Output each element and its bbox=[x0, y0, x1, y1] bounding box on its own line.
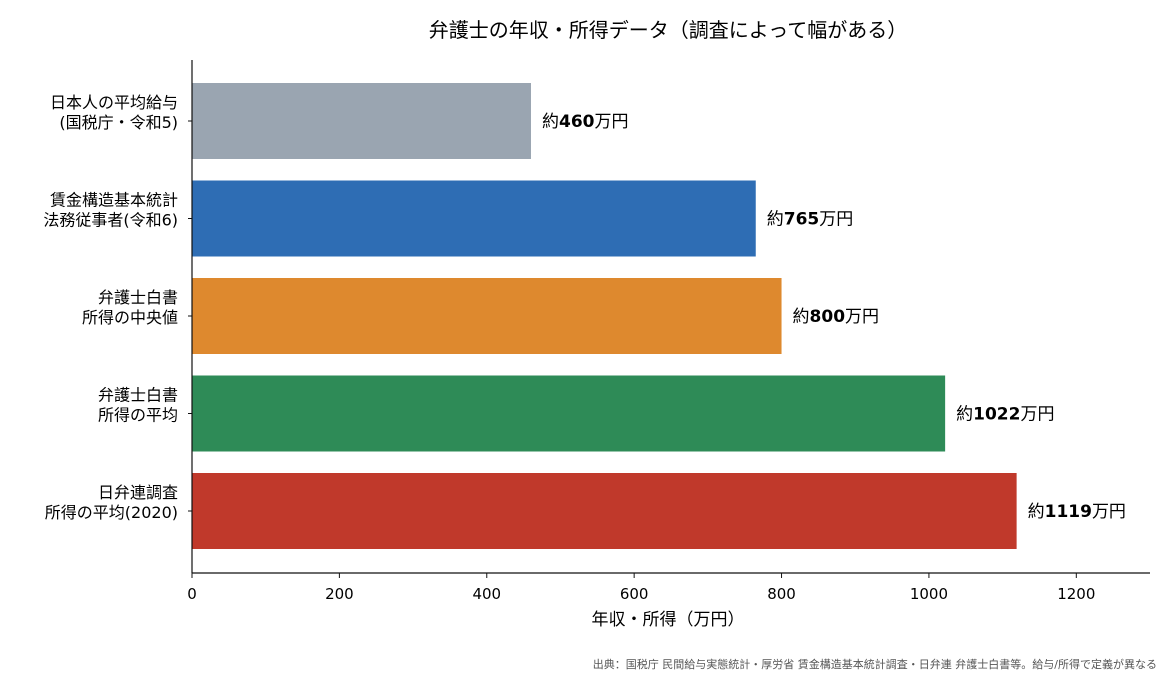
source-footnote: 出典：国税庁 民間給与実態統計・厚労省 賃金構造基本統計調査・日弁連 弁護士白書… bbox=[593, 657, 1157, 671]
category-label: 弁護士白書所得の平均 bbox=[98, 386, 178, 425]
value-label: 約1119万円 bbox=[1028, 502, 1126, 522]
bar bbox=[192, 278, 782, 354]
x-tick-label: 600 bbox=[620, 585, 649, 603]
x-tick-label: 400 bbox=[472, 585, 501, 603]
chart-title: 弁護士の年収・所得データ（調査によって幅がある） bbox=[429, 18, 907, 42]
category-label: 賃金構造基本統計法務従事者(令和6) bbox=[43, 191, 178, 230]
x-tick-label: 200 bbox=[325, 585, 354, 603]
value-label: 約765万円 bbox=[767, 210, 854, 230]
category-label: 日弁連調査所得の平均(2020) bbox=[45, 483, 178, 522]
x-tick-label: 0 bbox=[187, 585, 197, 603]
category-label: 弁護士白書所得の中央値 bbox=[82, 288, 178, 327]
x-axis-title: 年収・所得（万円） bbox=[592, 610, 745, 630]
value-label: 約460万円 bbox=[542, 112, 629, 132]
x-tick-label: 1200 bbox=[1057, 585, 1095, 603]
x-tick-label: 1000 bbox=[910, 585, 948, 603]
category-label: 日本人の平均給与(国税庁・令和5) bbox=[50, 93, 178, 132]
x-tick-label: 800 bbox=[767, 585, 796, 603]
value-label: 約800万円 bbox=[793, 307, 880, 327]
bar bbox=[192, 473, 1017, 549]
bar bbox=[192, 180, 756, 257]
bar bbox=[192, 83, 531, 159]
bar bbox=[192, 375, 946, 452]
axes-layer: 日本人の平均給与(国税庁・令和5) 賃金構造基本統計法務従事者(令和6) 弁護士白書… bbox=[43, 60, 1150, 603]
value-label: 約1022万円 bbox=[956, 405, 1054, 425]
